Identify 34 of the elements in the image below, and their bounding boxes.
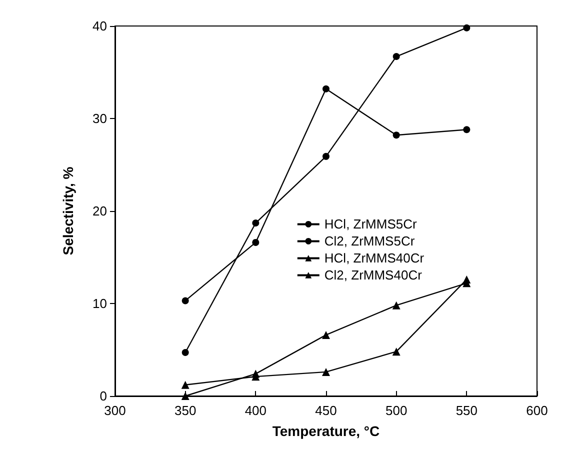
legend-label: HCl, ZrMMS40Cr [324,250,425,266]
point [322,152,330,160]
x-tick-label: 600 [526,403,548,418]
point [252,238,260,246]
point [181,380,190,389]
legend-label: Cl2, ZrMMS5Cr [324,234,416,249]
y-axis-title: Selectivity, % [60,166,76,256]
x-tick-label: 500 [385,403,408,418]
point [463,24,470,32]
y-tick-label: 0 [100,388,107,404]
x-tick-label: 550 [456,403,478,418]
point [392,132,400,139]
point [392,301,400,310]
point [463,126,470,134]
y-tick-label: 10 [92,296,107,311]
point [322,330,330,339]
point [252,220,260,227]
x-tick-label: 400 [244,403,267,418]
y-tick-label: 40 [92,18,107,34]
point [322,368,330,376]
point [392,348,400,356]
x-tick-label: 350 [174,403,196,418]
x-tick-label: 450 [315,403,337,418]
x-axis-title: Temperature, °C [272,423,380,439]
legend-label: Cl2, ZrMMS40Cr [324,268,423,283]
point [252,370,260,378]
x-tick-label: 300 [104,403,126,418]
legend-label: HCl, ZrMMS5Cr [324,216,418,232]
point [182,297,189,304]
y-tick-label: 30 [92,111,107,126]
point [322,85,330,92]
point [182,349,189,356]
point [392,53,400,60]
y-tick-label: 20 [92,204,107,218]
